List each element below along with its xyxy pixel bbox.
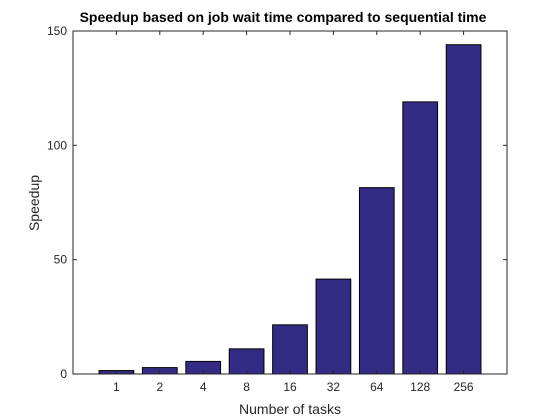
x-tick-label: 128	[410, 380, 430, 394]
bar-32	[315, 278, 352, 375]
x-tick-label: 4	[200, 380, 207, 394]
y-tick-label: 50	[54, 253, 68, 267]
x-tick-label: 1	[113, 380, 120, 394]
x-tick-label: 8	[243, 380, 250, 394]
x-tick-label: 32	[327, 380, 341, 394]
x-tick-label: 16	[283, 380, 297, 394]
x-tick-label: 256	[454, 380, 474, 394]
bar-16	[272, 324, 308, 375]
x-axis-label: Number of tasks	[239, 401, 341, 417]
plot-area: 0 50 100 150 1 2 4 8 16 32 64 128 256	[47, 24, 508, 394]
bar-256	[445, 44, 482, 375]
y-tick-label: 150	[47, 24, 67, 38]
y-axis-ticks: 0 50 100 150	[47, 24, 507, 381]
y-tick-label: 0	[60, 367, 67, 381]
chart-title: Speedup based on job wait time compared …	[80, 9, 487, 25]
x-tick-label: 2	[156, 380, 163, 394]
y-axis-label: Speedup	[26, 175, 42, 231]
bar-8	[228, 348, 265, 375]
x-tick-label: 64	[370, 380, 384, 394]
bar-64	[358, 187, 395, 375]
y-tick-label: 100	[47, 138, 67, 152]
x-axis-ticks: 1 2 4 8 16 32 64 128 256	[113, 31, 474, 394]
plot-frame	[73, 31, 507, 374]
bar-128	[402, 101, 439, 375]
bars	[98, 44, 482, 375]
